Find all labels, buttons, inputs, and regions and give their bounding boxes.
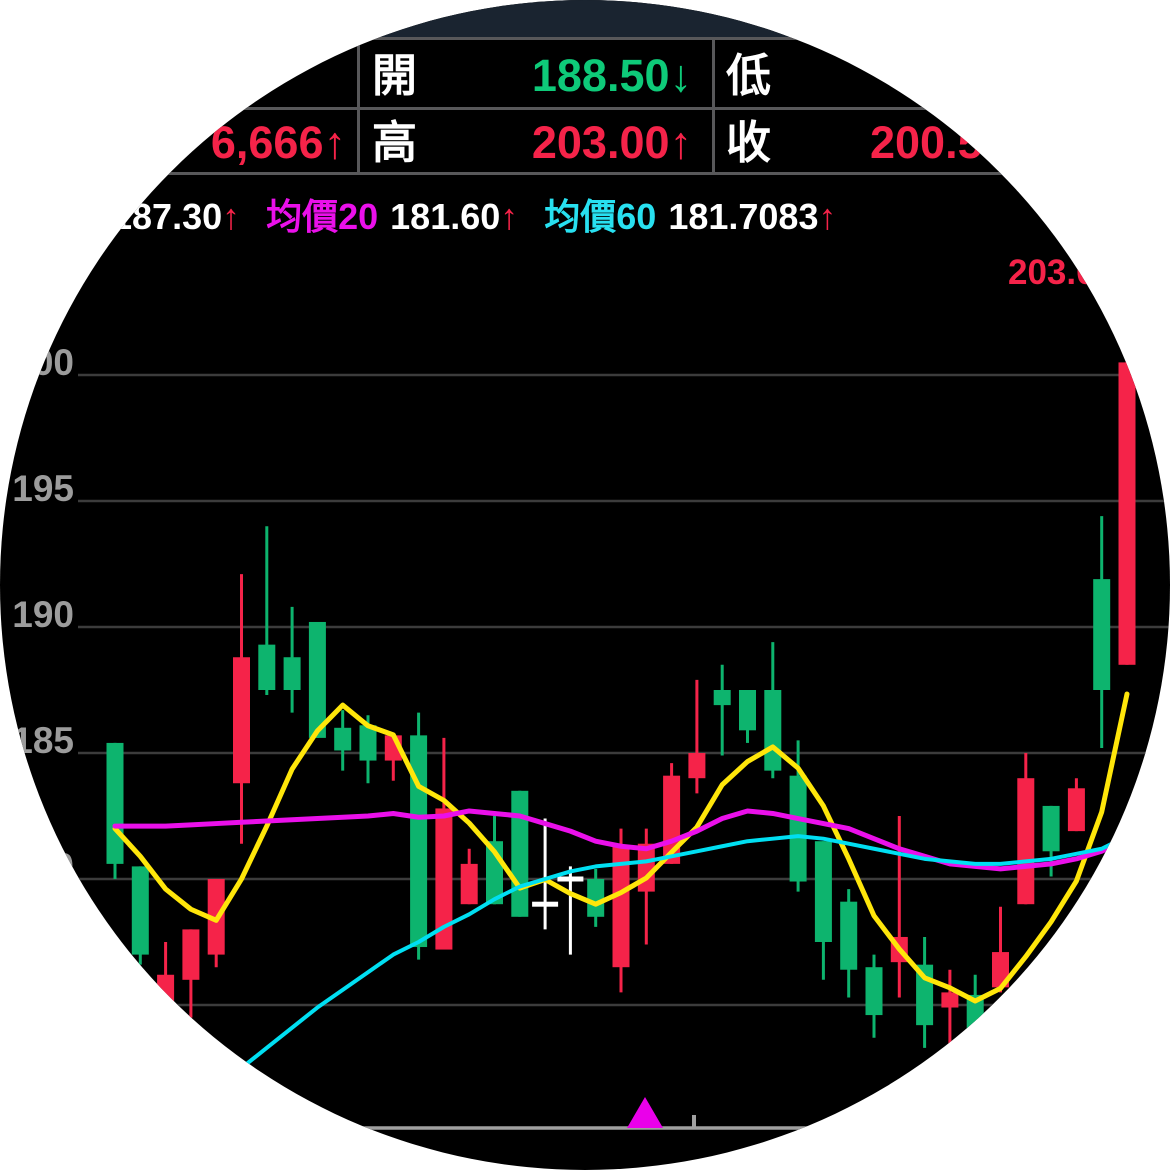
candle-body (106, 742, 124, 864)
candle-body (1017, 778, 1035, 905)
open-value: 188.50↓ (531, 50, 692, 101)
ma5-value: 187.30 (112, 196, 223, 237)
ma20-legend: 均價20 181.60 ↑ (266, 188, 518, 240)
candle-body (814, 841, 832, 942)
candle-body (713, 690, 731, 706)
candle-body (764, 690, 782, 771)
ma-legend: 187.30 ↑ 均價20 181.60 ↑ 均價60 181.7083 ↑ (112, 188, 862, 240)
candle-body (182, 929, 200, 980)
candle-body (131, 866, 149, 955)
doji-cross-bar (557, 876, 584, 882)
low-label: 低 (726, 50, 772, 101)
ma60-value: 181.7083 (668, 196, 819, 237)
ma5-line (112, 691, 1130, 1004)
candle-body (334, 727, 352, 751)
candle-body (840, 901, 858, 970)
candle-body (966, 994, 984, 1036)
candle-body (1067, 788, 1085, 832)
candle-body (612, 846, 630, 968)
table-border-bottom (0, 172, 1170, 175)
candle-body (587, 879, 605, 917)
candle-body (283, 657, 301, 690)
candle-body (460, 863, 478, 905)
candle-body (1118, 362, 1136, 665)
volume-value: 6,666↑ (210, 117, 346, 168)
table-divider-right (712, 37, 715, 175)
ma20-value: 181.60 (390, 196, 501, 237)
high-label: 高 (372, 117, 418, 168)
ma60-up-arrow-icon: ↑ (818, 196, 837, 237)
ma20-label: 均價20 (266, 196, 379, 237)
candle-body (359, 725, 377, 761)
high-price-marker: 203.00 (1008, 253, 1116, 292)
ma20-line (112, 808, 1130, 872)
candle-body (865, 967, 883, 1016)
ma5-legend: 187.30 ↑ (112, 196, 240, 238)
candle-body (157, 974, 175, 1005)
ma60-label: 均價60 (544, 196, 657, 237)
candle-body (435, 808, 453, 950)
candle-body (258, 644, 276, 690)
ma60-legend: 均價60 181.7083 ↑ (544, 188, 836, 240)
ma5-up-arrow-icon: ↑ (222, 196, 241, 237)
candle-body (992, 952, 1009, 988)
candle-body (1093, 579, 1111, 690)
ma20-up-arrow-icon: ↑ (500, 196, 519, 237)
y-axis-label: 190 (12, 594, 74, 635)
candle-body (941, 992, 959, 1008)
candle-body (688, 753, 706, 779)
time-marker-triangle-icon (627, 1097, 663, 1128)
y-axis-label: 185 (12, 720, 74, 761)
y-axis-label: 180 (12, 846, 74, 887)
ma60-line (113, 834, 1129, 1170)
candle-body (308, 621, 326, 738)
candle-body (789, 775, 807, 882)
y-axis-label: 195 (12, 468, 74, 509)
close-value: 200.5 (870, 117, 983, 168)
y-axis-label: 200 (12, 342, 74, 383)
open-label: 開 (372, 50, 418, 101)
candle-body (511, 790, 529, 917)
table-border-top (0, 37, 1170, 40)
candle-body (410, 735, 428, 948)
status-band (0, 0, 1170, 37)
close-label: 收 (726, 117, 772, 168)
table-border-mid (0, 107, 1170, 110)
doji-cross-bar (532, 901, 559, 907)
high-value: 203.00↑ (531, 117, 692, 168)
candle-body (233, 657, 250, 784)
table-divider-left (357, 37, 360, 175)
candle-body (739, 690, 756, 731)
candle-body (1042, 805, 1060, 852)
